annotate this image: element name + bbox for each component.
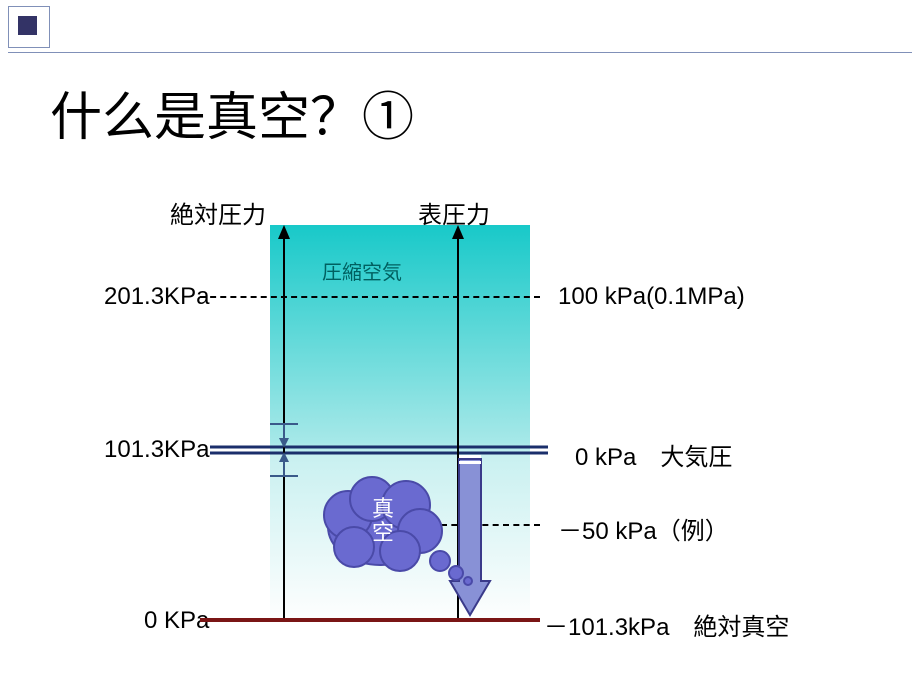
label-left-mid: 101.3KPa	[104, 436, 209, 464]
label-left-top: 201.3KPa	[104, 283, 209, 311]
corner-inner-box	[18, 16, 37, 35]
label-right-mid: 0 kPa 大気圧	[575, 437, 732, 472]
dashed-line-top	[200, 296, 540, 298]
label-absolute-pressure: 絶対圧力	[170, 195, 266, 230]
corner-underline	[8, 52, 912, 53]
label-gauge-pressure: 表圧力	[418, 195, 490, 230]
label-left-bot: 0 KPa	[144, 607, 209, 635]
label-right-top: 100 kPa(0.1MPa)	[558, 283, 745, 311]
vacuum-cloud-label: 真空	[358, 497, 408, 545]
label-right-bot: －101.3kPa 絶対真空	[544, 607, 789, 642]
label-right-example: －50 kPa（例）	[558, 511, 729, 546]
slide-title: 什么是真空？①	[50, 75, 414, 150]
label-compressed-air: 圧縮空気	[322, 256, 402, 285]
slide: 什么是真空？① 絶対圧力 表圧力 圧縮空気 201.3KPa 101.3KPa …	[0, 0, 920, 690]
